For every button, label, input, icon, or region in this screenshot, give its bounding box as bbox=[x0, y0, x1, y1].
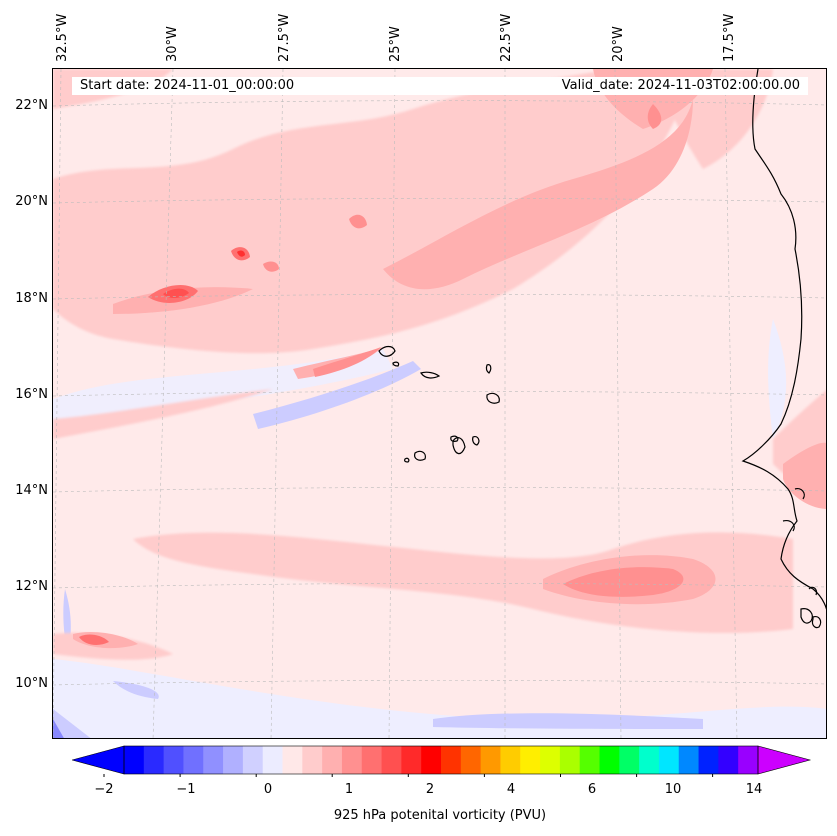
lat-label-20n: 20°N bbox=[15, 194, 48, 209]
lat-label-14n: 14°N bbox=[15, 483, 48, 498]
colorbar-segments bbox=[124, 746, 759, 774]
cb-tick-4: 4 bbox=[506, 782, 516, 797]
cb-tick-neg1: −1 bbox=[176, 782, 196, 797]
cb-tick-10: 10 bbox=[664, 782, 682, 797]
lat-label-16n: 16°N bbox=[15, 387, 48, 402]
colorbar-segment bbox=[183, 746, 204, 774]
colorbar-segment bbox=[361, 746, 383, 774]
colorbar-low-extension bbox=[72, 745, 125, 775]
colorbar-segment bbox=[124, 746, 145, 774]
colorbar-segment bbox=[559, 746, 581, 774]
island-brava bbox=[414, 450, 426, 461]
colorbar-segment bbox=[738, 746, 759, 774]
colorbar-segment bbox=[599, 746, 620, 774]
colorbar-segment bbox=[460, 746, 482, 774]
colorbar bbox=[72, 745, 812, 777]
colorbar-segment bbox=[698, 746, 719, 774]
colorbar-title: 925 hPa potenital vorticity (PVU) bbox=[333, 808, 547, 823]
cb-tick-0: 0 bbox=[263, 782, 273, 797]
colorbar-segment bbox=[441, 746, 462, 774]
cb-tick-1: 1 bbox=[344, 782, 354, 797]
island-fogo bbox=[472, 436, 480, 446]
lat-label-12n: 12°N bbox=[15, 579, 48, 594]
lat-label-18n: 18°N bbox=[15, 291, 48, 306]
colorbar-segment bbox=[579, 746, 600, 774]
colorbar-border bbox=[123, 745, 759, 775]
colorbar-segment bbox=[480, 746, 501, 774]
colorbar-segment bbox=[262, 746, 283, 774]
colorbar-tick-marks bbox=[103, 774, 714, 777]
colorbar-high-extension bbox=[757, 745, 812, 775]
cb-tick-neg2: −2 bbox=[94, 782, 114, 797]
island-sao-nicolau bbox=[420, 371, 441, 379]
lon-label-20w: 20°W bbox=[611, 26, 626, 62]
pv-field-map bbox=[53, 69, 826, 738]
date-info-bar: Start date: 2024-11-01_00:00:00 Valid_da… bbox=[72, 77, 808, 95]
colorbar-segment bbox=[658, 746, 680, 774]
lon-label-25w: 25°W bbox=[388, 26, 403, 62]
colorbar-segment bbox=[203, 746, 224, 774]
african-coastline bbox=[741, 69, 826, 629]
lon-label-30w: 30°W bbox=[165, 26, 180, 62]
map-panel[interactable]: Start date: 2024-11-01_00:00:00 Valid_da… bbox=[52, 68, 827, 739]
colorbar-segment bbox=[223, 746, 244, 774]
cb-tick-2: 2 bbox=[425, 782, 435, 797]
cb-tick-14: 14 bbox=[745, 782, 763, 797]
colorbar-segment bbox=[619, 746, 640, 774]
island-sao-vicente bbox=[392, 361, 400, 367]
lat-label-22n: 22°N bbox=[15, 98, 48, 113]
colorbar-segment bbox=[401, 746, 422, 774]
cb-tick-6: 6 bbox=[587, 782, 597, 797]
colorbar-segment bbox=[341, 746, 363, 774]
colorbar-segment bbox=[639, 746, 660, 774]
lon-label-27-5w: 27.5°W bbox=[277, 13, 292, 62]
colorbar-segment bbox=[421, 746, 442, 774]
colorbar-segment bbox=[282, 746, 303, 774]
island-santo-antao bbox=[378, 345, 396, 357]
colorbar-segment bbox=[381, 746, 402, 774]
colorbar-segment bbox=[520, 746, 541, 774]
colorbar-segment bbox=[302, 746, 323, 774]
colorbar-segment bbox=[500, 746, 521, 774]
cape-verde-islands bbox=[378, 345, 500, 463]
start-date-label: Start date: 2024-11-01_00:00:00 bbox=[80, 78, 295, 93]
colorbar-segment bbox=[242, 746, 264, 774]
island-boa-vista bbox=[486, 392, 500, 404]
colorbar-segment bbox=[540, 746, 561, 774]
lon-label-22-5w: 22.5°W bbox=[499, 13, 514, 62]
colorbar-segment bbox=[322, 746, 343, 774]
colorbar-segment bbox=[163, 746, 184, 774]
island-islets bbox=[404, 457, 410, 463]
colorbar-segment bbox=[718, 746, 739, 774]
island-maio bbox=[450, 435, 459, 442]
colorbar-segment bbox=[678, 746, 700, 774]
valid-date-label: Valid_date: 2024-11-03T02:00:00.00 bbox=[561, 78, 800, 93]
lat-label-10n: 10°N bbox=[15, 676, 48, 691]
lon-label-17-5w: 17.5°W bbox=[722, 13, 737, 62]
high-pv-cores bbox=[79, 104, 684, 645]
island-sal bbox=[485, 364, 492, 374]
lon-label-32-5w: 32.5°W bbox=[55, 13, 70, 62]
graticule bbox=[53, 69, 826, 738]
island-santiago bbox=[452, 437, 466, 455]
colorbar-segment bbox=[143, 746, 165, 774]
